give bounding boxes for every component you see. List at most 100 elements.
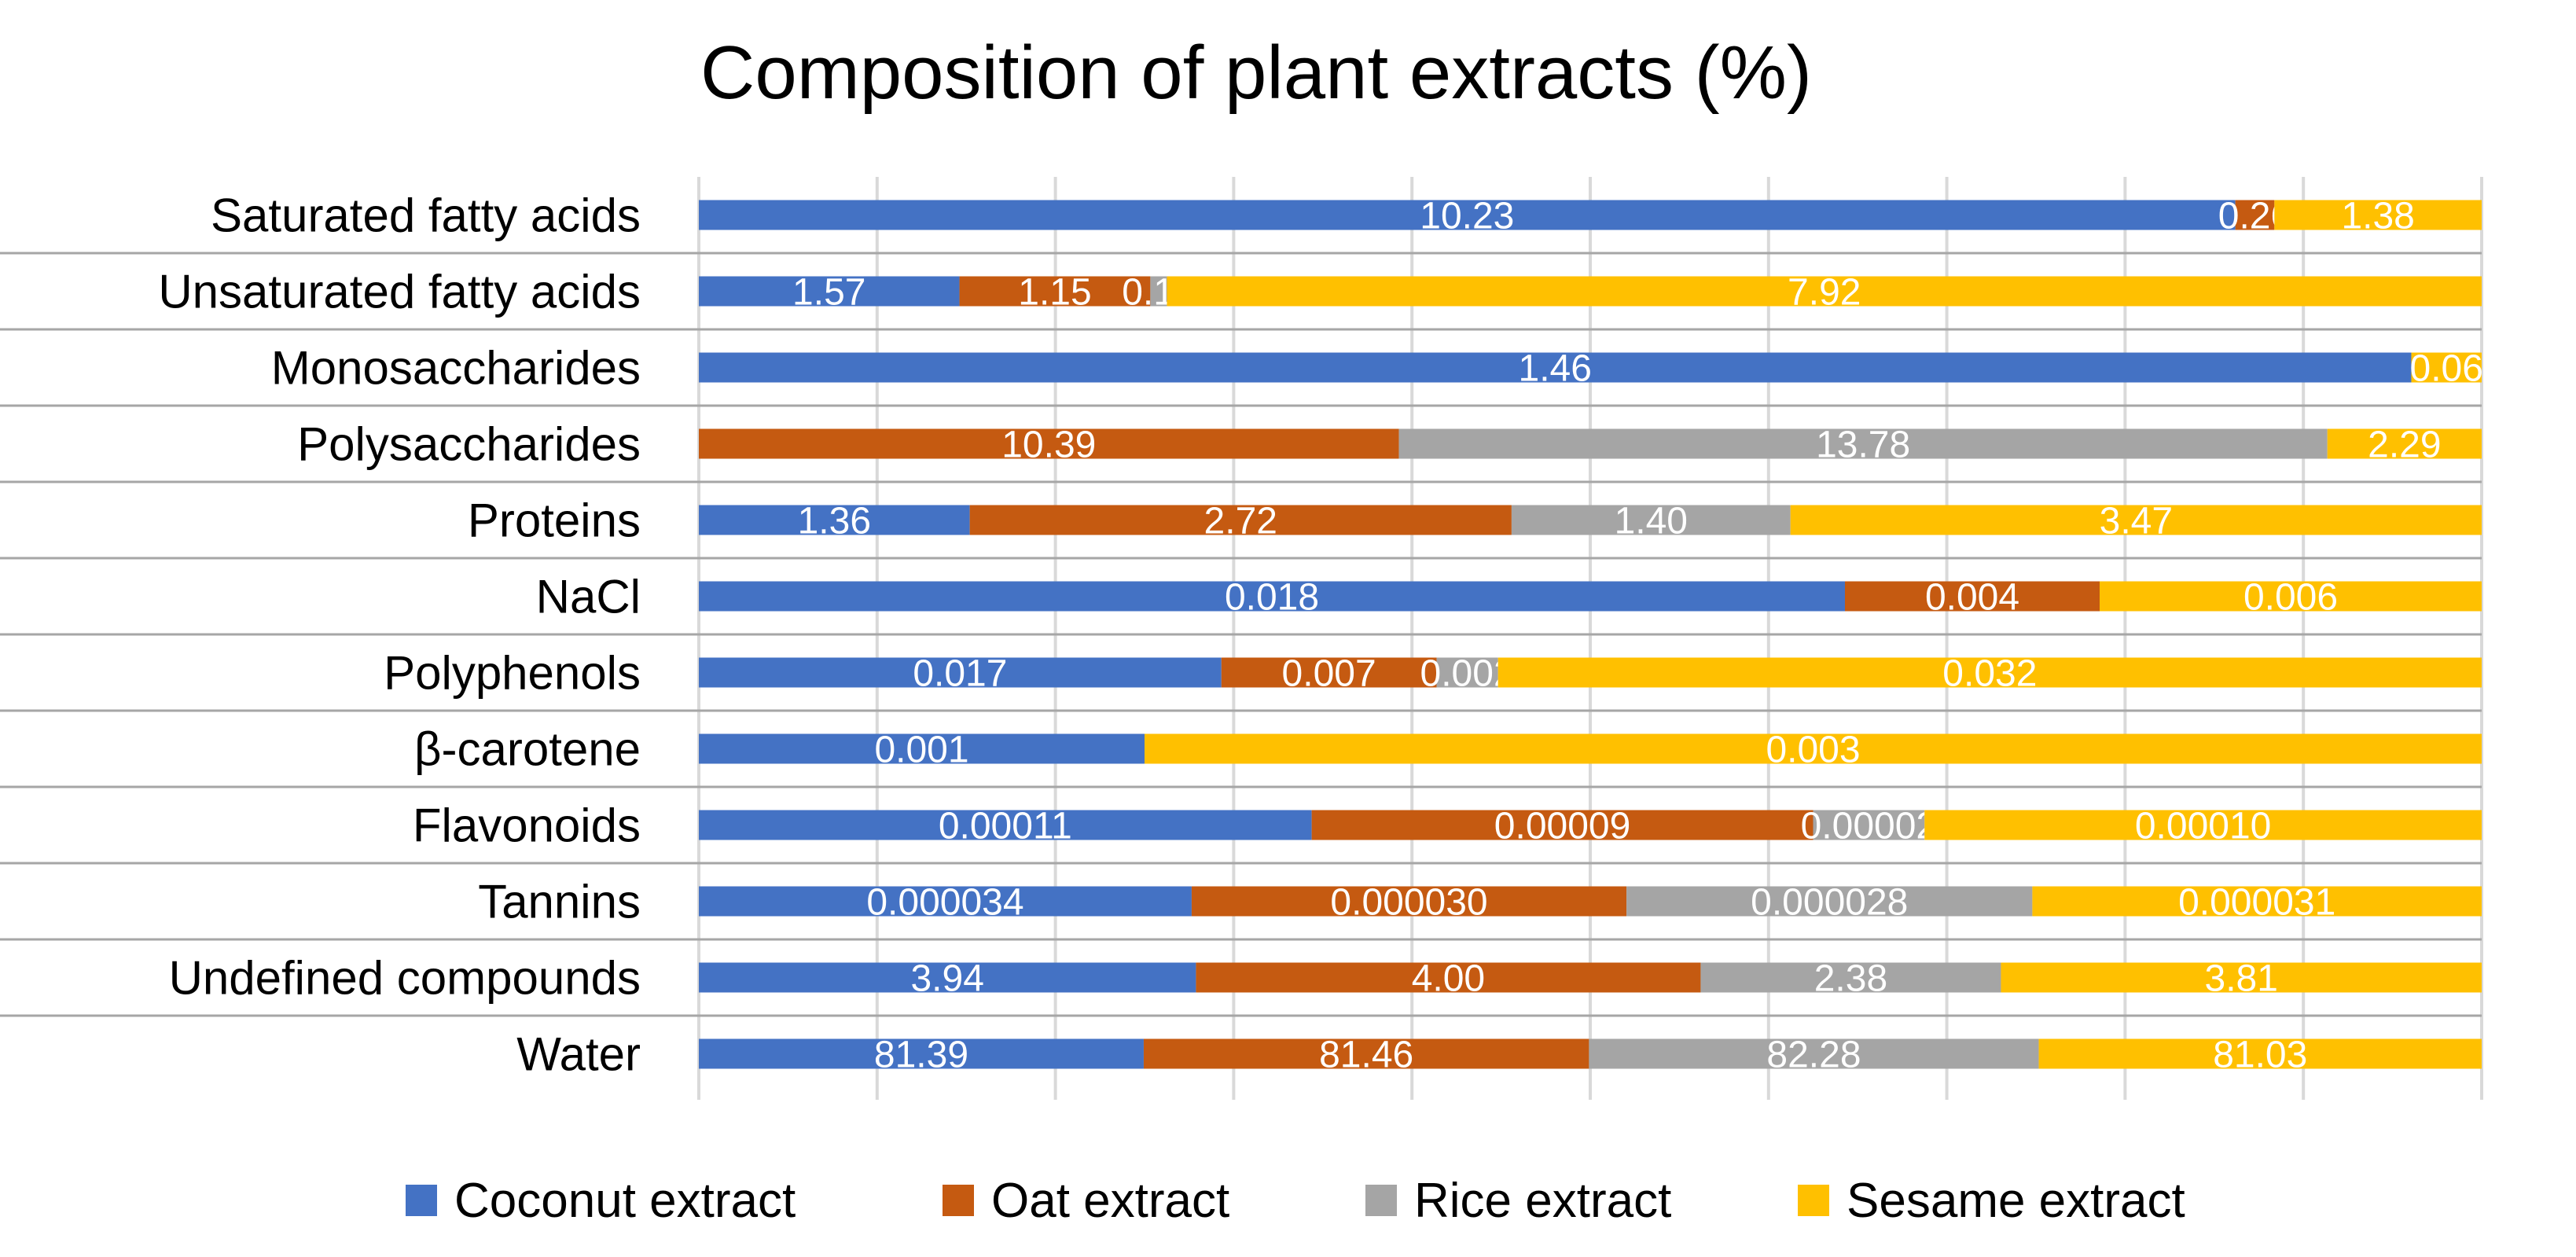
data-label: 0.004 xyxy=(1925,577,2019,619)
data-label: 0.00002 xyxy=(1801,806,1938,847)
category-label: Polyphenols xyxy=(384,647,641,700)
bar-segment xyxy=(1436,657,1498,688)
data-label: 3.94 xyxy=(910,958,983,1000)
bar-segment xyxy=(1145,733,2482,764)
bar-segment xyxy=(2038,1038,2482,1069)
data-label: 0.000028 xyxy=(1751,882,1908,924)
legend-label: Oat extract xyxy=(991,1174,1229,1228)
bar-segment xyxy=(699,505,970,535)
bar-segment xyxy=(2327,428,2482,459)
data-label: 7.92 xyxy=(1788,272,1861,314)
data-label: 0.000031 xyxy=(2178,882,2335,924)
data-label: 0.06 xyxy=(2410,348,2483,390)
bar-segment xyxy=(1790,505,2482,535)
category-label: Flavonoids xyxy=(413,799,641,852)
bar-segment xyxy=(1700,962,2001,993)
category-label: Saturated fatty acids xyxy=(211,189,641,242)
bar-segment xyxy=(1845,581,2100,612)
bar-segment xyxy=(1167,276,2482,307)
data-label: 4.00 xyxy=(1412,958,1485,1000)
data-label: 3.47 xyxy=(2100,501,2173,542)
bar-segment xyxy=(2032,886,2482,917)
data-label: 82.28 xyxy=(1766,1035,1861,1076)
data-label: 0.00011 xyxy=(939,806,1072,847)
category-label: Undefined compounds xyxy=(169,952,641,1005)
bar-segment xyxy=(699,962,1196,993)
bar-segment xyxy=(1589,1038,2039,1069)
bar-segment xyxy=(1813,810,1925,840)
category-label: NaCl xyxy=(536,571,641,623)
data-label: 2.29 xyxy=(2368,425,2441,466)
bar-segment xyxy=(1221,657,1437,688)
data-label: 1.36 xyxy=(798,501,871,542)
bar-segment xyxy=(2274,200,2482,230)
legend: Coconut extract Oat extract Rice extract Se… xyxy=(406,1174,2185,1228)
data-label: 1.57 xyxy=(792,272,865,314)
bar-segment xyxy=(699,886,1192,917)
bar-segment xyxy=(699,1038,1144,1069)
category-label: Water xyxy=(516,1028,641,1081)
bar-segment xyxy=(699,733,1145,764)
data-label: 0.032 xyxy=(1942,653,2037,695)
bar-segment xyxy=(959,276,1151,307)
data-label: 0.000034 xyxy=(866,882,1023,924)
data-label: 0.000030 xyxy=(1330,882,1487,924)
bar-segment xyxy=(699,276,960,307)
bar-segment xyxy=(2235,200,2275,230)
category-label: Monosaccharides xyxy=(271,342,641,395)
bars: 10.23 0.26 1.381.57 1.15 0.10 7.921.46 0.0610.… xyxy=(699,196,2483,1076)
legend-label: Coconut extract xyxy=(454,1174,796,1228)
data-label: 0.00010 xyxy=(2135,806,2272,847)
legend-swatch xyxy=(406,1185,437,1216)
legend-swatch xyxy=(943,1185,974,1216)
bar-segment xyxy=(699,657,1222,688)
data-label: 13.78 xyxy=(1816,425,1910,466)
bar-segment xyxy=(1191,886,1627,917)
category-label: Unsaturated fatty acids xyxy=(158,266,641,318)
bar-segment xyxy=(2100,581,2482,612)
bar-segment xyxy=(1196,962,1701,993)
category-label: β-carotene xyxy=(414,723,641,776)
gridlines xyxy=(697,177,2483,1100)
bar-segment xyxy=(699,581,1845,612)
data-label: 0.018 xyxy=(1225,577,1319,619)
category-label: Proteins xyxy=(468,494,641,547)
data-label: 1.40 xyxy=(1615,501,1688,542)
data-label: 0.007 xyxy=(1282,653,1376,695)
data-label: 10.23 xyxy=(1420,196,1514,237)
bar-segment xyxy=(2411,352,2482,383)
category-labels: Saturated fatty acids Unsaturated fatty a… xyxy=(158,189,641,1081)
bar-segment xyxy=(699,810,1312,840)
data-label: 81.46 xyxy=(1319,1035,1413,1076)
bar-segment xyxy=(969,505,1512,535)
bar-segment xyxy=(1311,810,1813,840)
data-label: 1.15 xyxy=(1018,272,1091,314)
legend-label: Sesame extract xyxy=(1847,1174,2185,1228)
bar-segment xyxy=(699,200,2236,230)
bar-segment xyxy=(1150,276,1167,307)
row-separators xyxy=(0,252,2482,1017)
data-label: 1.46 xyxy=(1519,348,1592,390)
category-label: Polysaccharides xyxy=(297,418,641,471)
bar-segment xyxy=(699,352,2412,383)
data-label: 3.81 xyxy=(2205,958,2278,1000)
bar-segment xyxy=(1497,657,2482,688)
bar-segment xyxy=(1924,810,2482,840)
legend-swatch xyxy=(1365,1185,1397,1216)
data-label: 0.00009 xyxy=(1494,806,1631,847)
data-label: 0.003 xyxy=(1766,730,1860,771)
data-label: 0.006 xyxy=(2243,577,2338,619)
data-label: 1.38 xyxy=(2341,196,2414,237)
data-label: 81.39 xyxy=(874,1035,968,1076)
data-label: 2.72 xyxy=(1204,501,1277,542)
chart-title: Composition of plant extracts (%) xyxy=(700,31,1812,115)
bar-segment xyxy=(1511,505,1791,535)
bar-segment xyxy=(1626,886,2033,917)
data-label: 0.017 xyxy=(913,653,1007,695)
data-label: 0.001 xyxy=(874,730,968,771)
data-label: 2.38 xyxy=(1814,958,1887,1000)
legend-label: Rice extract xyxy=(1414,1174,1671,1228)
bar-segment xyxy=(1398,428,2328,459)
category-label: Tannins xyxy=(478,876,641,928)
